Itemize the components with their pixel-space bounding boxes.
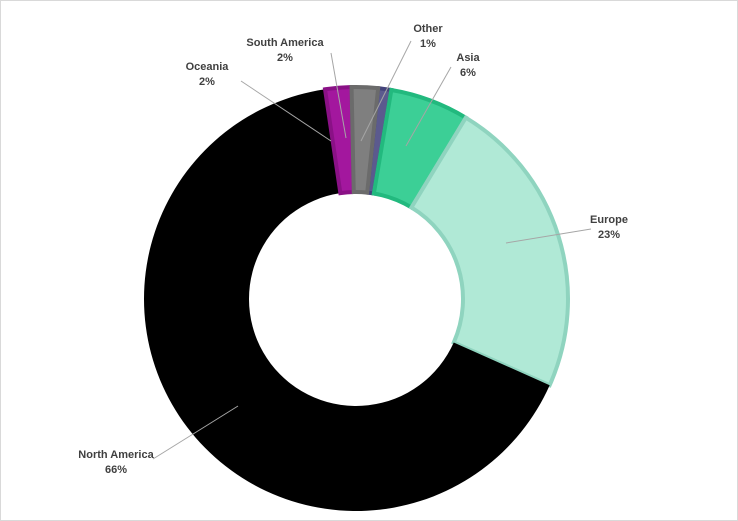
data-label-percent: 66% — [105, 464, 127, 476]
leader-lines-group — [152, 40, 592, 460]
data-label-category: North America — [78, 449, 154, 461]
data-label-percent: 1% — [420, 38, 436, 50]
data-label-percent: 2% — [199, 76, 215, 88]
leader-line-north-america — [152, 405, 239, 460]
leader-line-asia — [405, 66, 452, 147]
leader-line-south-america — [330, 52, 347, 139]
data-label-category: Asia — [456, 52, 480, 64]
labels-group: Other 1% Asia 6% Europe 23% North America 66% Oc… — [78, 23, 628, 476]
leader-line-oceania — [240, 80, 332, 142]
data-label-percent: 2% — [277, 52, 293, 64]
leader-line-other — [360, 40, 412, 142]
data-label-percent: 23% — [598, 229, 620, 241]
data-label-percent: 6% — [460, 67, 476, 79]
slice-europe[interactable] — [408, 114, 570, 388]
slice-north-america[interactable] — [143, 89, 550, 512]
data-label-category: Oceania — [186, 61, 230, 73]
data-label-category: Other — [413, 23, 443, 35]
leader-line-europe — [505, 228, 592, 244]
slice-south-america[interactable] — [349, 85, 381, 195]
data-label-category: Europe — [590, 214, 628, 226]
data-label-category: South America — [246, 37, 324, 49]
slices-group — [143, 85, 570, 512]
